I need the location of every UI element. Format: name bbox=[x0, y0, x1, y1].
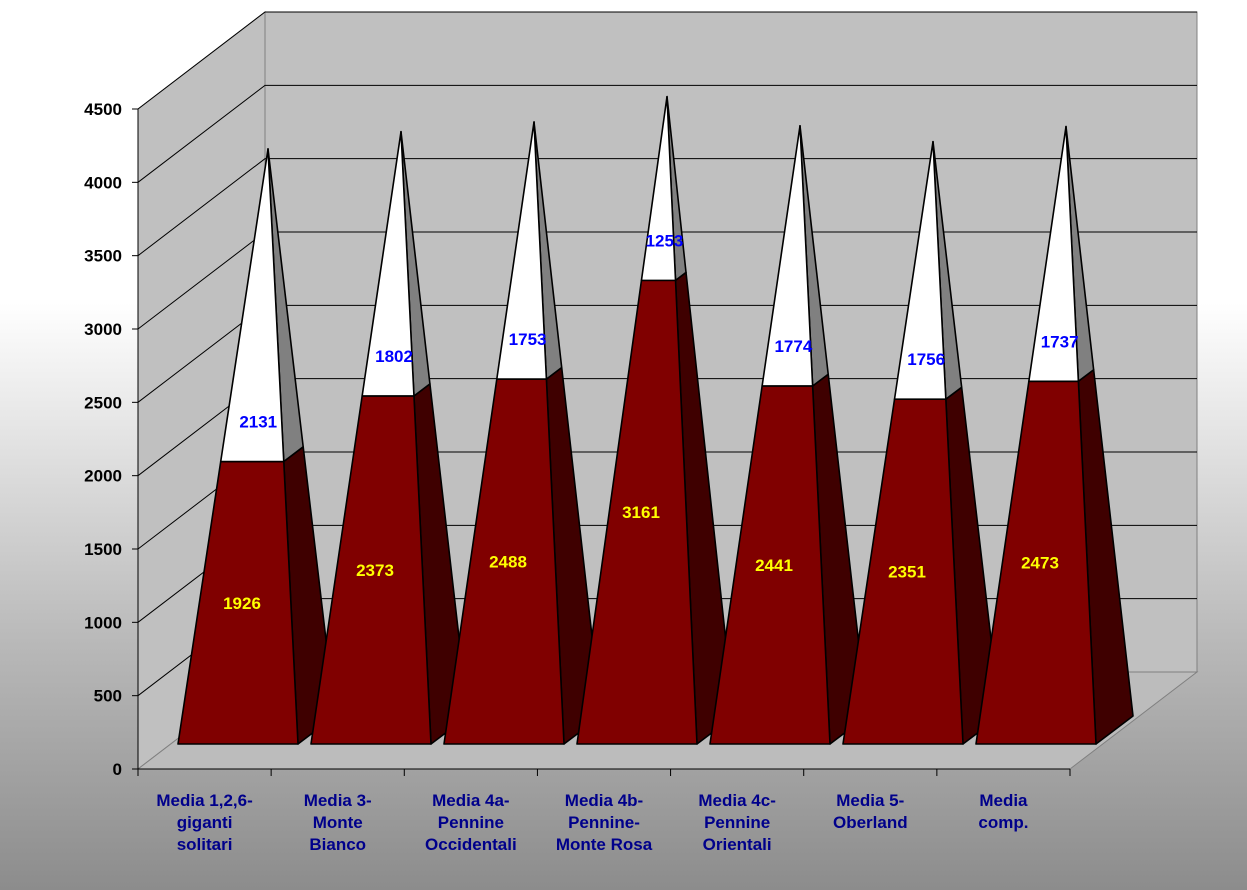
y-axis-tick-labels: 0 500 1000 1500 2000 2500 3000 3500 4000 4500 bbox=[84, 100, 122, 779]
x-category-label: Media comp. bbox=[978, 791, 1028, 832]
pyramid-top-front bbox=[640, 95, 677, 282]
x-category-label-line: Monte Rosa bbox=[556, 835, 653, 854]
x-category-label-line: Oberland bbox=[833, 813, 908, 832]
data-label-base: 1926 bbox=[223, 594, 261, 613]
x-category-label: Media 3- Monte Bianco bbox=[304, 791, 372, 854]
pyramid-top-front bbox=[219, 148, 285, 463]
x-category-label-line: giganti bbox=[177, 813, 233, 832]
pyramid-top-front bbox=[361, 130, 415, 397]
data-label-top: 1802 bbox=[375, 347, 413, 366]
y-tick-label: 0 bbox=[113, 760, 122, 779]
x-category-label-line: Media 5- bbox=[836, 791, 904, 810]
data-label-top: 1756 bbox=[907, 350, 945, 369]
pyramid-top-front bbox=[761, 125, 814, 387]
pyramid bbox=[842, 140, 1001, 745]
data-label-top: 1737 bbox=[1041, 332, 1079, 351]
data-label-top: 2131 bbox=[239, 413, 277, 432]
x-category-label-line: Media bbox=[979, 791, 1028, 810]
data-label-top: 1774 bbox=[774, 337, 812, 356]
x-category-label: Media 1,2,6- giganti solitari bbox=[156, 791, 252, 854]
x-category-label-line: Orientali bbox=[703, 835, 772, 854]
pyramid bbox=[177, 148, 336, 745]
data-label-top: 1253 bbox=[646, 231, 684, 250]
pyramid bbox=[709, 125, 868, 745]
pyramids bbox=[177, 95, 1134, 745]
y-tick-label: 2000 bbox=[84, 467, 122, 486]
x-category-label-line: Pennine bbox=[704, 813, 770, 832]
x-category-label-line: Media 4a- bbox=[432, 791, 509, 810]
pyramid bbox=[310, 130, 469, 745]
pyramid bbox=[443, 121, 602, 745]
data-label-base: 2488 bbox=[489, 553, 527, 572]
x-category-label-line: Media 1,2,6- bbox=[156, 791, 252, 810]
gridline bbox=[137, 84, 1197, 183]
y-tick-label: 4000 bbox=[84, 173, 122, 192]
data-labels: 1926 2131 2373 1802 2488 1753 3161 1253 2441 1774… bbox=[223, 231, 1078, 612]
pyramid-top-front bbox=[1028, 125, 1080, 383]
x-category-label: Media 5- Oberland bbox=[833, 791, 908, 832]
x-category-label-line: Occidentali bbox=[425, 835, 517, 854]
data-label-base: 2373 bbox=[356, 561, 394, 580]
data-label-top: 1753 bbox=[509, 330, 547, 349]
y-tick-label: 500 bbox=[94, 687, 122, 706]
pyramid-top-front bbox=[893, 140, 947, 400]
y-tick-label: 1500 bbox=[84, 540, 122, 559]
data-label-base: 2351 bbox=[888, 563, 926, 582]
x-category-label-line: Monte bbox=[313, 813, 363, 832]
x-axis-category-labels: Media 1,2,6- giganti solitari Media 3- Monte… bbox=[156, 791, 1028, 854]
gridline bbox=[137, 11, 1197, 110]
y-tick-label: 3500 bbox=[84, 247, 122, 266]
x-category-label-line: Media 4b- bbox=[565, 791, 643, 810]
axes bbox=[132, 108, 1071, 776]
y-tick-label: 1000 bbox=[84, 613, 122, 632]
x-category-label: Media 4b- Pennine- Monte Rosa bbox=[556, 791, 653, 854]
data-label-base: 3161 bbox=[622, 503, 660, 522]
y-tick-label: 4500 bbox=[84, 100, 122, 119]
x-category-label-line: Bianco bbox=[309, 835, 366, 854]
x-category-label-line: Media 4c- bbox=[698, 791, 775, 810]
data-label-base: 2441 bbox=[755, 556, 793, 575]
x-category-label: Media 4a- Pennine Occidentali bbox=[425, 791, 517, 854]
y-tick-label: 2500 bbox=[84, 393, 122, 412]
gridline bbox=[137, 158, 1197, 257]
x-category-label-line: comp. bbox=[978, 813, 1028, 832]
pyramid bbox=[975, 125, 1134, 745]
y-tick-label: 3000 bbox=[84, 320, 122, 339]
x-category-label-line: Pennine- bbox=[568, 813, 640, 832]
x-category-label: Media 4c- Pennine Orientali bbox=[698, 791, 775, 854]
data-label-base: 2473 bbox=[1021, 554, 1059, 573]
x-category-label-line: Pennine bbox=[438, 813, 504, 832]
x-category-label-line: Media 3- bbox=[304, 791, 372, 810]
pyramid bbox=[576, 95, 735, 745]
pyramid-top-front bbox=[495, 121, 548, 380]
x-category-label-line: solitari bbox=[177, 835, 233, 854]
